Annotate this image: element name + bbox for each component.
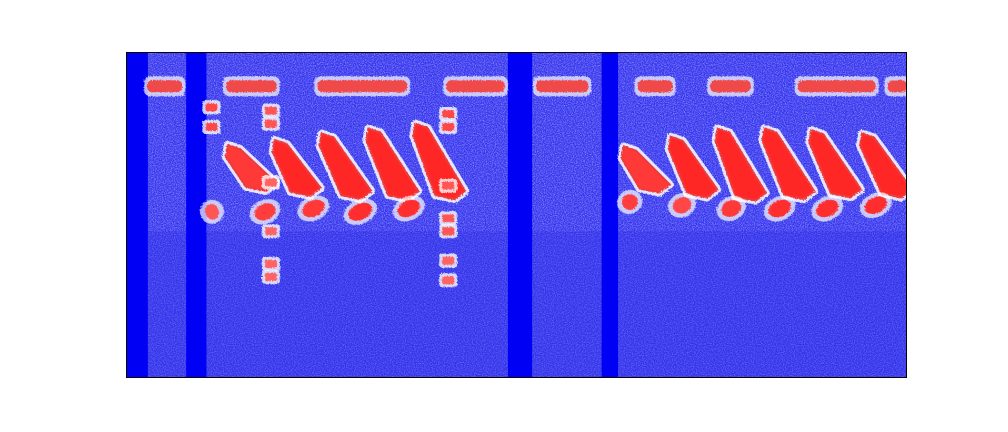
- syllable-marks: [221, 119, 907, 205]
- low-blob: [397, 199, 420, 218]
- syllable: [761, 127, 816, 201]
- low-blob: [864, 196, 887, 214]
- plot-frame: [126, 52, 907, 378]
- silent-gap: [507, 52, 533, 378]
- silent-gap: [126, 52, 148, 378]
- low-blob: [204, 203, 220, 220]
- tone-segment: [797, 80, 876, 93]
- click: [442, 109, 455, 118]
- low-blob: [672, 196, 692, 214]
- tone-segment: [637, 80, 673, 93]
- click: [442, 227, 455, 236]
- low-blob: [254, 203, 276, 221]
- click: [442, 214, 455, 223]
- high-tone-row: [144, 76, 907, 97]
- silent-gaps: [126, 52, 619, 378]
- syllable: [667, 135, 719, 199]
- low-blob-marks: [199, 189, 892, 225]
- tone-segment: [317, 80, 408, 93]
- click: [264, 272, 277, 281]
- silent-gap: [601, 52, 619, 378]
- click: [442, 276, 455, 285]
- syllable: [808, 129, 862, 199]
- click: [264, 106, 277, 115]
- syllable: [271, 139, 322, 197]
- low-blob: [721, 200, 742, 217]
- low-blob: [348, 202, 373, 221]
- click: [205, 103, 218, 112]
- tone-segment: [446, 80, 505, 93]
- click: [442, 181, 455, 190]
- syllable: [859, 132, 907, 199]
- click: [264, 119, 277, 128]
- tone-segment: [147, 80, 183, 93]
- low-blob: [302, 199, 325, 218]
- click: [442, 122, 455, 131]
- tone-segment: [887, 80, 907, 93]
- click: [264, 259, 277, 268]
- tone-segment: [536, 80, 589, 93]
- click: [264, 178, 277, 187]
- tone-segment: [710, 80, 751, 93]
- click: [264, 227, 277, 236]
- click: [442, 256, 455, 265]
- spectrogram-plot: [126, 52, 907, 378]
- silent-gap: [186, 52, 207, 378]
- syllable: [714, 127, 767, 202]
- low-blob: [816, 199, 839, 218]
- syllable: [620, 145, 671, 194]
- tone-segment: [225, 80, 277, 93]
- low-blob: [621, 193, 638, 210]
- click: [205, 122, 218, 131]
- click-marks: [202, 100, 458, 288]
- low-blob: [768, 199, 791, 218]
